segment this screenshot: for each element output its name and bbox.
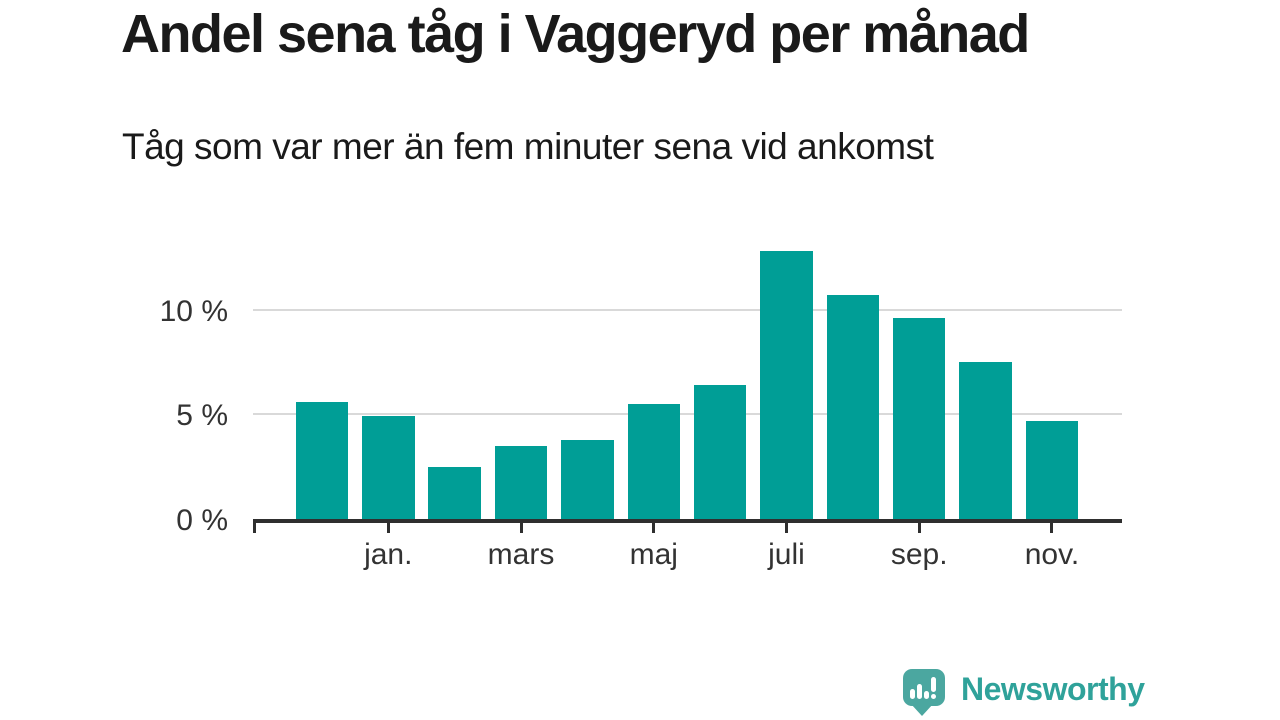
y-axis-label-5: 5 % [176, 399, 228, 433]
bar-month-1 [295, 401, 349, 519]
x-axis-tick-juli [784, 523, 788, 533]
bar-chart-speech-bubble-icon [903, 669, 945, 706]
y-axis-label-0: 0 % [176, 504, 228, 537]
x-axis-label-jan: jan. [364, 538, 413, 571]
x-axis-tick-mars [519, 523, 523, 533]
bar-month-2 [362, 416, 415, 519]
logo-bar-1 [910, 689, 915, 699]
bar-month-10 [892, 318, 946, 519]
gridline-5-percent [253, 413, 1122, 416]
y-axis-label-10: 10 % [159, 294, 228, 328]
x-axis-label-mars: mars [487, 538, 555, 571]
bar-month-6 [627, 403, 680, 519]
logo-exclamation-dot [931, 694, 936, 699]
bar-month-4 [494, 445, 548, 519]
x-axis-origin-tick [253, 523, 256, 533]
bar-month-8 [760, 251, 813, 519]
bar-month-3 [428, 466, 481, 519]
bar-month-5 [561, 439, 614, 519]
x-axis-label-nov: nov. [1024, 538, 1080, 571]
x-axis-label-sep: sep. [890, 538, 948, 571]
page-title: Andel sena tåg i Vaggeryd per månad [121, 4, 1030, 64]
logo-bar-3 [924, 691, 929, 699]
x-axis-tick-nov [1050, 523, 1054, 533]
x-axis-tick-sep [917, 523, 921, 533]
newsworthy-logo: Newsworthy [903, 669, 1156, 719]
page-subtitle: Tåg som var mer än fem minuter sena vid … [122, 126, 934, 167]
x-axis-label-juli: juli [768, 538, 805, 571]
bar-month-9 [826, 295, 880, 519]
bar-month-7 [693, 385, 747, 519]
x-axis-label-maj: maj [629, 538, 678, 571]
gridline-10-percent [253, 308, 1122, 311]
brand-name: Newsworthy [961, 671, 1145, 707]
logo-bar-2 [917, 684, 922, 699]
logo-exclamation-bar [931, 677, 936, 692]
bar-month-12 [1025, 420, 1079, 519]
bar-month-11 [959, 362, 1012, 519]
x-axis-tick-jan [386, 523, 390, 533]
x-axis-line [253, 519, 1122, 523]
speech-bubble-tail [911, 704, 933, 716]
x-axis-tick-maj [652, 523, 656, 533]
